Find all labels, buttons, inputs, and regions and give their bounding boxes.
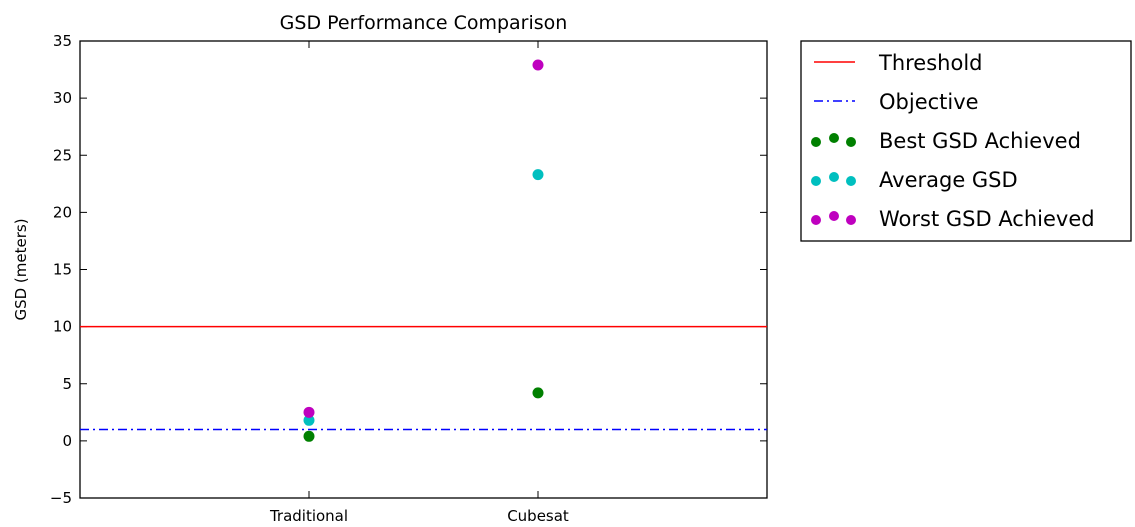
legend-swatch-best-gsd-achieved	[846, 137, 856, 147]
x-tick-label: Cubesat	[507, 507, 569, 525]
y-axis-title: GSD (meters)	[12, 218, 30, 320]
y-tick-label: 0	[62, 432, 72, 450]
plot-frame	[79, 40, 768, 499]
point-worst-gsd-achieved	[532, 59, 544, 71]
legend-swatch-worst-gsd-achieved	[846, 215, 856, 225]
legend: Threshold Objective Best GSD Achieved Avera…	[800, 40, 1132, 242]
legend-swatch-average-gsd	[829, 172, 839, 182]
chart-title: GSD Performance Comparison	[280, 12, 568, 34]
legend-label-worst-gsd-achieved: Worst GSD Achieved	[879, 207, 1095, 231]
legend-label-objective: Objective	[879, 90, 979, 114]
legend-swatch-worst-gsd-achieved	[811, 215, 821, 225]
y-tick-label: 30	[53, 89, 72, 107]
x-tick-label: Traditional	[269, 507, 348, 525]
y-tick-label: 10	[53, 318, 72, 336]
y-tick-label: 20	[53, 203, 72, 221]
y-tick-label: −5	[50, 489, 72, 507]
point-average-gsd	[532, 169, 544, 181]
y-tick-label: 5	[62, 375, 72, 393]
plot-area: −5 0 5 10 15 20 25 30 35 Traditional Cubesat	[50, 32, 768, 525]
legend-swatch-average-gsd	[846, 176, 856, 186]
y-tick-label: 15	[53, 261, 72, 279]
legend-swatch-best-gsd-achieved	[829, 133, 839, 143]
legend-label-threshold: Threshold	[878, 51, 983, 75]
legend-label-average-gsd: Average GSD	[879, 168, 1018, 192]
legend-swatch-average-gsd	[811, 176, 821, 186]
point-worst-gsd-achieved	[303, 406, 315, 418]
y-tick-label: 35	[53, 32, 72, 50]
point-average-gsd	[303, 414, 315, 426]
legend-label-best-gsd-achieved: Best GSD Achieved	[879, 129, 1081, 153]
legend-swatch-best-gsd-achieved	[811, 137, 821, 147]
legend-box	[800, 40, 1132, 242]
point-best-gsd-achieved	[532, 387, 544, 399]
y-tick-label: 25	[53, 146, 72, 164]
point-best-gsd-achieved	[303, 430, 315, 442]
legend-swatch-worst-gsd-achieved	[829, 211, 839, 221]
